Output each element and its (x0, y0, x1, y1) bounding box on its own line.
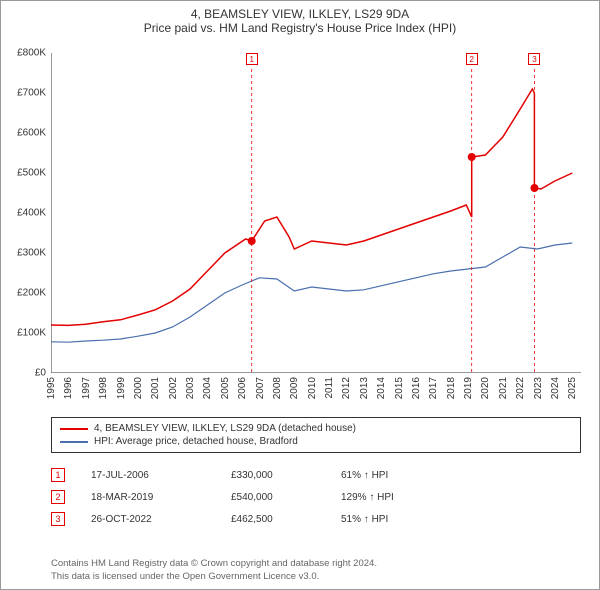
xtick-label: 2024 (550, 377, 561, 399)
xtick-label: 2020 (480, 377, 491, 399)
ytick-label: £800K (6, 48, 46, 59)
sales-price-3: £462,500 (231, 514, 341, 525)
legend-row-property: 4, BEAMSLEY VIEW, ILKLEY, LS29 9DA (deta… (60, 422, 572, 435)
sales-row-3: 3 26-OCT-2022 £462,500 51% ↑ HPI (51, 508, 581, 530)
footer-line2: This data is licensed under the Open Gov… (51, 571, 581, 583)
xtick-label: 2006 (237, 377, 248, 399)
title-line2: Price paid vs. HM Land Registry's House … (1, 21, 599, 35)
sales-hpi-3: 51% ↑ HPI (341, 514, 581, 525)
sales-date-3: 26-OCT-2022 (91, 514, 231, 525)
ytick-label: £600K (6, 128, 46, 139)
sales-table: 1 17-JUL-2006 £330,000 61% ↑ HPI 2 18-MA… (51, 464, 581, 530)
ytick-label: £400K (6, 208, 46, 219)
xtick-label: 1996 (63, 377, 74, 399)
xtick-label: 2018 (446, 377, 457, 399)
legend-swatch-hpi (60, 441, 88, 443)
legend-label-property: 4, BEAMSLEY VIEW, ILKLEY, LS29 9DA (deta… (94, 423, 356, 434)
xtick-label: 2016 (411, 377, 422, 399)
legend-swatch-property (60, 428, 88, 430)
xtick-label: 1995 (46, 377, 57, 399)
xtick-label: 2005 (220, 377, 231, 399)
sales-marker-1: 1 (51, 468, 65, 482)
xtick-label: 1997 (81, 377, 92, 399)
sales-date-1: 17-JUL-2006 (91, 470, 231, 481)
xtick-label: 2009 (289, 377, 300, 399)
sales-row-1: 1 17-JUL-2006 £330,000 61% ↑ HPI (51, 464, 581, 486)
xtick-label: 2017 (428, 377, 439, 399)
xtick-label: 2015 (394, 377, 405, 399)
xtick-label: 2007 (255, 377, 266, 399)
xtick-label: 2001 (150, 377, 161, 399)
xtick-label: 2013 (359, 377, 370, 399)
xtick-label: 2025 (567, 377, 578, 399)
xtick-label: 1998 (98, 377, 109, 399)
chart-container: 4, BEAMSLEY VIEW, ILKLEY, LS29 9DA Price… (0, 0, 600, 590)
xtick-label: 2004 (202, 377, 213, 399)
sales-hpi-1: 61% ↑ HPI (341, 470, 581, 481)
ytick-label: £100K (6, 328, 46, 339)
sales-row-2: 2 18-MAR-2019 £540,000 129% ↑ HPI (51, 486, 581, 508)
title-block: 4, BEAMSLEY VIEW, ILKLEY, LS29 9DA Price… (1, 1, 599, 39)
legend-label-hpi: HPI: Average price, detached house, Brad… (94, 436, 298, 447)
xtick-label: 2011 (324, 377, 335, 399)
xtick-label: 2022 (515, 377, 526, 399)
xtick-label: 2010 (307, 377, 318, 399)
xtick-label: 2021 (498, 377, 509, 399)
footer: Contains HM Land Registry data © Crown c… (51, 558, 581, 583)
ytick-label: £700K (6, 88, 46, 99)
chart-svg (51, 53, 581, 373)
xtick-label: 1999 (116, 377, 127, 399)
sales-price-2: £540,000 (231, 492, 341, 503)
xtick-label: 2019 (463, 377, 474, 399)
title-line1: 4, BEAMSLEY VIEW, ILKLEY, LS29 9DA (1, 7, 599, 21)
legend: 4, BEAMSLEY VIEW, ILKLEY, LS29 9DA (deta… (51, 417, 581, 453)
ytick-label: £0 (6, 368, 46, 379)
ytick-label: £500K (6, 168, 46, 179)
chart-marker-1: 1 (246, 53, 258, 65)
xtick-label: 2002 (168, 377, 179, 399)
ytick-label: £200K (6, 288, 46, 299)
sales-hpi-2: 129% ↑ HPI (341, 492, 581, 503)
chart-marker-2: 2 (466, 53, 478, 65)
xtick-label: 2000 (133, 377, 144, 399)
footer-line1: Contains HM Land Registry data © Crown c… (51, 558, 581, 570)
sales-date-2: 18-MAR-2019 (91, 492, 231, 503)
legend-row-hpi: HPI: Average price, detached house, Brad… (60, 435, 572, 448)
xtick-label: 2023 (533, 377, 544, 399)
chart-marker-3: 3 (528, 53, 540, 65)
sales-marker-3: 3 (51, 512, 65, 526)
sales-marker-2: 2 (51, 490, 65, 504)
sales-price-1: £330,000 (231, 470, 341, 481)
xtick-label: 2008 (272, 377, 283, 399)
xtick-label: 2003 (185, 377, 196, 399)
ytick-label: £300K (6, 248, 46, 259)
chart-area: 1 2 3 (51, 53, 581, 373)
xtick-label: 2014 (376, 377, 387, 399)
xtick-label: 2012 (341, 377, 352, 399)
